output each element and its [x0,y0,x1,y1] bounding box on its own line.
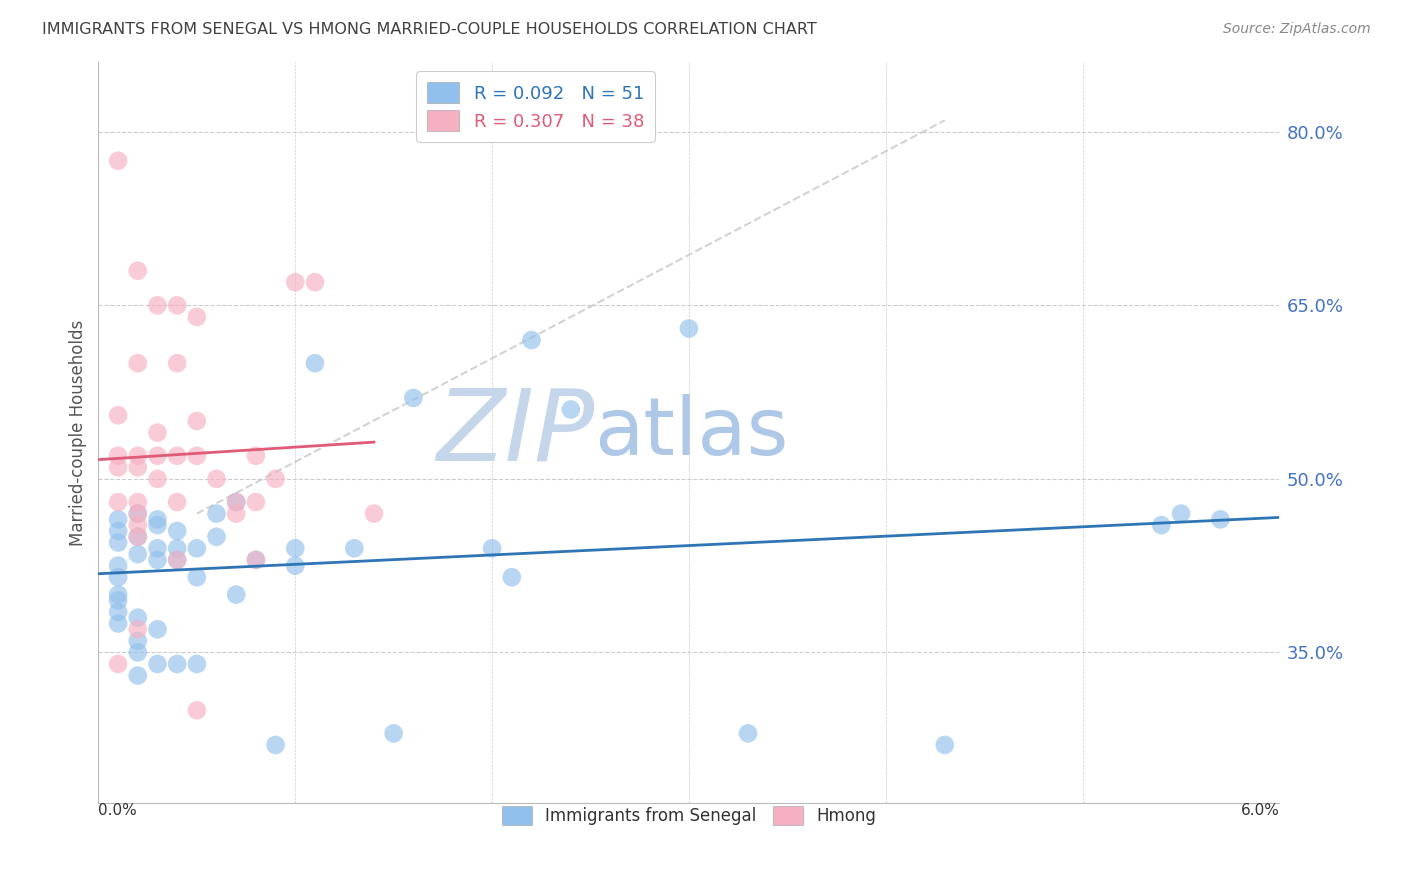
Point [146,425,169,440]
Point [225,495,247,509]
Point [146,518,169,533]
Legend: Immigrants from Senegal, Hmong: Immigrants from Senegal, Hmong [495,799,883,831]
Point [284,275,307,289]
Point [127,495,149,509]
Y-axis label: Married-couple Households: Married-couple Households [69,319,87,546]
Point [284,541,307,556]
Point [382,726,405,740]
Point [107,657,129,671]
Point [127,460,149,475]
Text: atlas: atlas [595,393,789,472]
Point [166,553,188,567]
Point [146,541,169,556]
Point [107,605,129,619]
Point [107,460,129,475]
Point [264,738,287,752]
Point [127,507,149,521]
Point [225,588,247,602]
Text: 0.0%: 0.0% [98,803,138,818]
Point [166,553,188,567]
Point [146,512,169,526]
Point [146,472,169,486]
Point [127,518,149,533]
Point [107,524,129,538]
Point [343,541,366,556]
Point [520,333,543,347]
Point [166,356,188,370]
Point [245,449,267,463]
Point [1209,512,1232,526]
Point [127,547,149,561]
Point [678,321,700,335]
Point [166,298,188,312]
Point [127,530,149,544]
Point [107,588,129,602]
Point [304,275,326,289]
Point [245,495,267,509]
Point [127,668,149,682]
Point [363,507,385,521]
Point [402,391,425,405]
Point [107,593,129,607]
Point [501,570,523,584]
Text: ZIP: ZIP [436,384,595,481]
Point [304,356,326,370]
Point [107,570,129,584]
Point [284,558,307,573]
Point [245,553,267,567]
Point [205,507,228,521]
Point [127,645,149,659]
Point [107,449,129,463]
Point [107,495,129,509]
Point [107,153,129,168]
Point [1150,518,1173,533]
Point [146,622,169,636]
Point [127,449,149,463]
Point [107,512,129,526]
Point [107,409,129,423]
Point [1170,507,1192,521]
Point [166,541,188,556]
Point [107,535,129,549]
Point [205,530,228,544]
Point [264,472,287,486]
Point [166,449,188,463]
Point [186,449,208,463]
Point [107,616,129,631]
Point [245,553,267,567]
Text: 6.0%: 6.0% [1240,803,1279,818]
Point [186,570,208,584]
Point [225,507,247,521]
Point [127,610,149,624]
Text: Source: ZipAtlas.com: Source: ZipAtlas.com [1223,22,1371,37]
Point [205,472,228,486]
Point [934,738,956,752]
Point [186,541,208,556]
Point [186,703,208,717]
Point [127,263,149,277]
Point [186,414,208,428]
Point [127,507,149,521]
Point [737,726,759,740]
Point [127,530,149,544]
Point [107,558,129,573]
Point [146,449,169,463]
Text: IMMIGRANTS FROM SENEGAL VS HMONG MARRIED-COUPLE HOUSEHOLDS CORRELATION CHART: IMMIGRANTS FROM SENEGAL VS HMONG MARRIED… [42,22,817,37]
Point [146,657,169,671]
Point [166,657,188,671]
Point [481,541,503,556]
Point [127,356,149,370]
Point [186,657,208,671]
Point [146,298,169,312]
Point [127,622,149,636]
Point [186,310,208,324]
Point [166,495,188,509]
Point [560,402,582,417]
Point [166,524,188,538]
Point [225,495,247,509]
Point [127,633,149,648]
Point [146,553,169,567]
